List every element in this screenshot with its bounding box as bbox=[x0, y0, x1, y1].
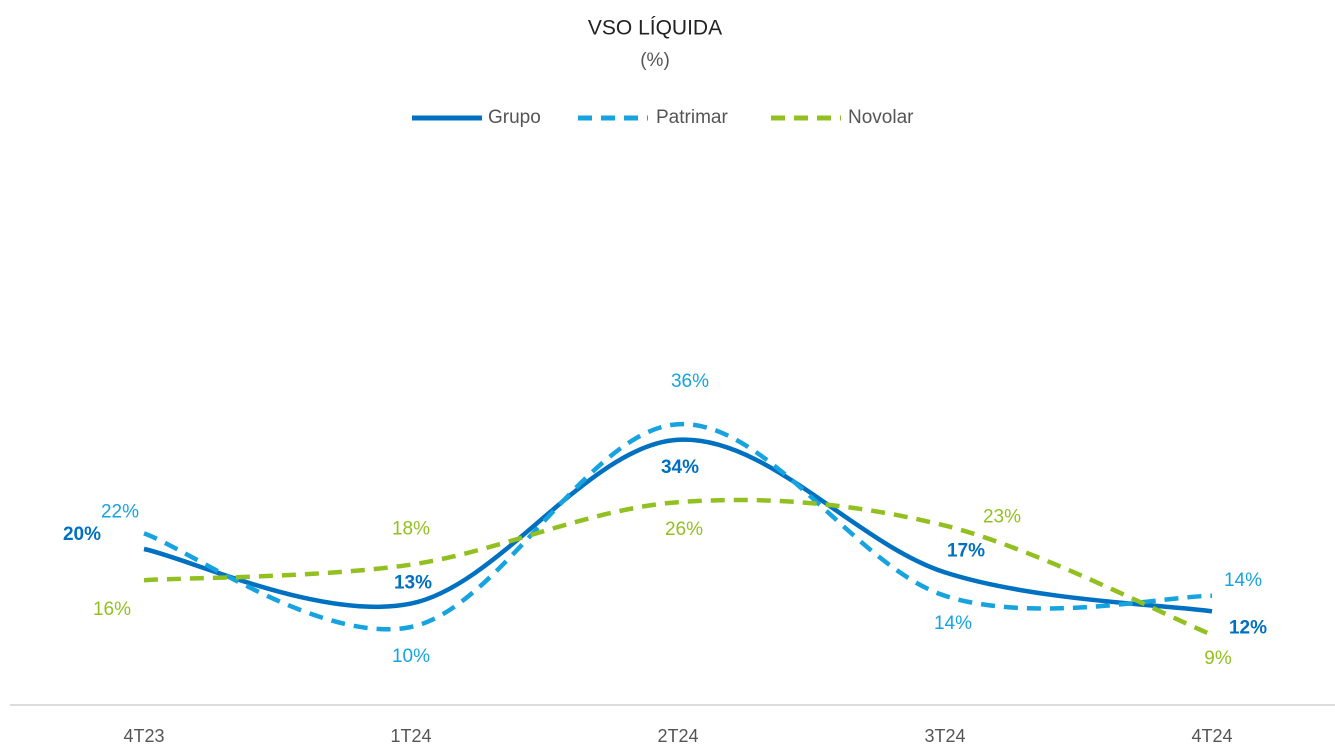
data-label: 20% bbox=[63, 524, 101, 545]
data-label: 13% bbox=[394, 573, 432, 594]
x-tick-label: 4T24 bbox=[1191, 726, 1232, 744]
data-label: 14% bbox=[934, 613, 972, 634]
data-label: 14% bbox=[1224, 570, 1262, 591]
series-line bbox=[143, 437, 1213, 614]
data-label: 23% bbox=[983, 507, 1021, 528]
chart-subtitle: (%) bbox=[640, 50, 670, 71]
data-label: 10% bbox=[392, 646, 430, 667]
x-tick-label: 2T24 bbox=[657, 726, 698, 744]
series-line bbox=[143, 421, 1213, 632]
data-label: 34% bbox=[661, 457, 699, 478]
legend-label: Patrimar bbox=[656, 107, 728, 128]
x-tick-label: 3T24 bbox=[924, 726, 965, 744]
legend-label: Novolar bbox=[848, 107, 914, 128]
chart-title: VSO LÍQUIDA bbox=[588, 17, 722, 40]
data-label: 17% bbox=[947, 540, 985, 561]
x-tick-label: 1T24 bbox=[390, 726, 431, 744]
data-label: 16% bbox=[93, 599, 131, 620]
series-line bbox=[143, 497, 1213, 637]
data-label: 9% bbox=[1204, 648, 1232, 669]
x-tick-label: 4T23 bbox=[123, 726, 164, 744]
data-label: 22% bbox=[101, 501, 139, 522]
data-label: 36% bbox=[671, 371, 709, 392]
data-label: 18% bbox=[392, 519, 430, 540]
data-label: 26% bbox=[665, 519, 703, 540]
data-label: 12% bbox=[1229, 617, 1267, 638]
legend-label: Grupo bbox=[488, 107, 541, 128]
